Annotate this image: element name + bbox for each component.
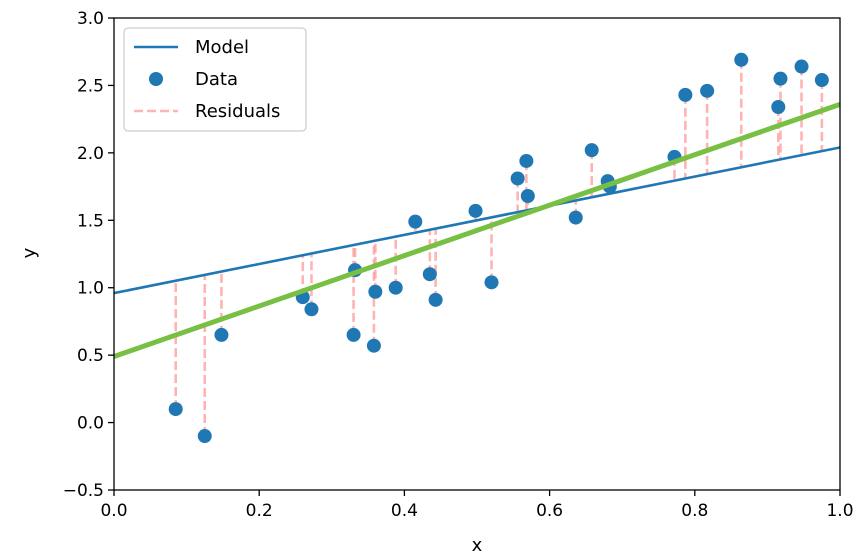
axes-frame <box>113 17 841 491</box>
data-point <box>584 143 599 158</box>
y-tick-label: 2.5 <box>77 76 104 96</box>
x-axis-label: x <box>472 535 483 555</box>
legend: Model Data Residuals <box>123 27 307 132</box>
x-tick-label: 0.8 <box>681 501 708 521</box>
y-tick-label: 3.0 <box>77 9 104 29</box>
data-point <box>773 71 788 86</box>
x-tick-label: 0.2 <box>246 501 273 521</box>
legend-label: Model <box>195 37 249 58</box>
y-axis-label: y <box>19 247 40 258</box>
x-tick-label: 1.0 <box>826 501 853 521</box>
axes: 0.0 0.2 0.4 0.6 0.8 1.0−0.50.00.51.01.52.02.5… <box>63 9 854 521</box>
data-point <box>388 280 403 295</box>
legend-data-swatch <box>149 72 163 86</box>
data-point <box>678 87 693 102</box>
y-tick-label: 0.5 <box>77 346 104 366</box>
legend-label: Data <box>195 69 238 90</box>
data-point <box>520 189 535 204</box>
legend-label: Residuals <box>195 101 280 122</box>
y-tick-label: 0.0 <box>77 414 104 434</box>
x-tick-label: 0.0 <box>100 501 127 521</box>
data-point <box>408 214 423 229</box>
data-point <box>366 338 381 353</box>
data-point <box>519 153 534 168</box>
data-point <box>346 327 361 342</box>
y-tick-label: 1.5 <box>77 211 104 231</box>
plot-content <box>114 52 840 444</box>
plot-area <box>114 52 840 444</box>
y-tick-label: 1.0 <box>77 279 104 299</box>
data-point <box>468 203 483 218</box>
y-tick-label: 2.0 <box>77 144 104 164</box>
data-point <box>368 284 383 299</box>
data-point <box>214 327 229 342</box>
data-point <box>197 429 212 444</box>
legend-box <box>123 27 307 132</box>
data-point <box>734 52 749 67</box>
data-point <box>428 292 443 307</box>
data-point <box>304 302 319 317</box>
data-point <box>484 275 499 290</box>
x-tick-label: 0.4 <box>391 501 418 521</box>
data-point <box>168 402 183 417</box>
data-point <box>568 210 583 225</box>
data-point <box>814 73 829 88</box>
data-point <box>700 83 715 98</box>
data-point <box>771 100 786 115</box>
y-tick-label: −0.5 <box>63 481 104 501</box>
data-point <box>422 267 437 282</box>
x-tick-label: 0.6 <box>536 501 563 521</box>
model-line <box>114 146 840 295</box>
fit-line <box>114 101 840 359</box>
data-point <box>794 59 809 74</box>
data-point <box>510 171 525 186</box>
